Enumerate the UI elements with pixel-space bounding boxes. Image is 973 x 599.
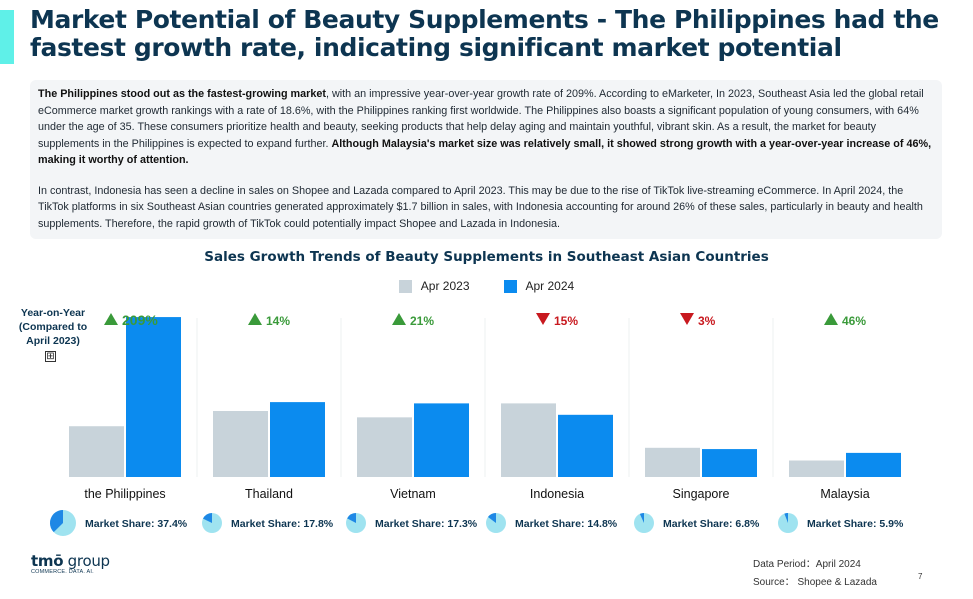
category-label: the Philippines: [84, 487, 165, 501]
bar-apr-2024: [846, 452, 901, 477]
pie-share-slice: [639, 513, 644, 523]
yoy-label: Year-on-Year (Compared to April 2023): [18, 307, 88, 347]
chart-title: Sales Growth Trends of Beauty Supplement…: [204, 249, 769, 265]
bar-apr-2024: [270, 402, 325, 477]
source-note: Source： Shopee & Lazada: [753, 577, 877, 588]
bar-apr-2023: [501, 403, 556, 477]
paragraph-1-run: The Philippines stood out as the fastest…: [38, 88, 326, 100]
growth-up-arrow: [104, 313, 118, 325]
legend-label-apr-2024: Apr 2024: [525, 279, 575, 293]
accent-bar: [0, 10, 14, 64]
growth-up-arrow: [824, 313, 838, 325]
bar-apr-2024: [126, 317, 181, 477]
growth-label: 3%: [698, 314, 716, 328]
growth-up-arrow: [392, 313, 406, 325]
logo-tagline: COMMERCE. DATA. AI.: [31, 569, 94, 575]
pie-share-slice: [203, 513, 212, 523]
market-share-label: Market Share: 17.8%: [231, 518, 334, 530]
summary-textbox: The Philippines stood out as the fastest…: [30, 80, 942, 239]
logo-main-light: group: [63, 552, 110, 570]
summary-paragraph-2: In contrast, Indonesia has seen a declin…: [38, 184, 923, 230]
bar-chart: 209% the Philippines Market Share: 37.4% 14…: [49, 312, 904, 536]
legend-item-apr-2023: Apr 2023: [398, 279, 470, 293]
pie-share-slice: [487, 513, 496, 523]
growth-down-arrow: [680, 313, 694, 325]
growth-label: 15%: [554, 314, 578, 328]
legend-label-apr-2023: Apr 2023: [420, 279, 470, 293]
market-share-label: Market Share: 14.8%: [515, 518, 618, 530]
category-label: Singapore: [673, 487, 730, 501]
paragraph-1-run: , with an impressive year-over-year grow…: [38, 88, 924, 150]
growth-down-arrow: [536, 313, 550, 325]
legend-item-apr-2024: Apr 2024: [503, 279, 575, 293]
bar-apr-2024: [702, 449, 757, 477]
expand-icon[interactable]: ⊞: [45, 351, 56, 362]
category-label: Thailand: [245, 487, 293, 501]
page-number: 7: [918, 572, 923, 581]
bar-apr-2023: [645, 447, 700, 477]
category-label: Indonesia: [530, 487, 584, 501]
pie-share-slice: [347, 513, 356, 523]
category-label: Vietnam: [390, 487, 436, 501]
growth-label: 46%: [842, 314, 866, 328]
legend-swatch-apr-2023: [398, 279, 412, 293]
logo-main-bold: tmō: [31, 552, 64, 570]
data-period: Data Period：April 2024: [753, 559, 861, 570]
paragraph-1-run: Although Malaysia's market size was rela…: [38, 137, 932, 167]
category-label: Malaysia: [820, 487, 869, 501]
market-share-label: Market Share: 6.8%: [663, 518, 760, 530]
pie-share-slice: [784, 513, 788, 523]
growth-label: 14%: [266, 314, 290, 328]
pie-share-slice: [49, 510, 63, 533]
bar-apr-2024: [558, 414, 613, 477]
market-share-label: Market Share: 37.4%: [85, 518, 188, 530]
bar-apr-2023: [357, 417, 412, 477]
legend-swatch-apr-2024: [503, 279, 517, 293]
bar-apr-2023: [213, 411, 268, 477]
growth-up-arrow: [248, 313, 262, 325]
chart-legend: Apr 2023 Apr 2024: [0, 279, 973, 293]
growth-label: 209%: [122, 312, 158, 328]
summary-paragraph-1: The Philippines stood out as the fastest…: [38, 86, 934, 169]
bar-apr-2023: [69, 426, 124, 477]
market-share-label: Market Share: 17.3%: [375, 518, 478, 530]
market-share-label: Market Share: 5.9%: [807, 518, 904, 530]
growth-label: 21%: [410, 314, 434, 328]
company-logo: tmō group COMMERCE. DATA. AI.: [31, 552, 110, 575]
bar-apr-2023: [789, 460, 844, 477]
bar-apr-2024: [414, 403, 469, 477]
slide-title: Market Potential of Beauty Supplements -…: [30, 5, 939, 62]
